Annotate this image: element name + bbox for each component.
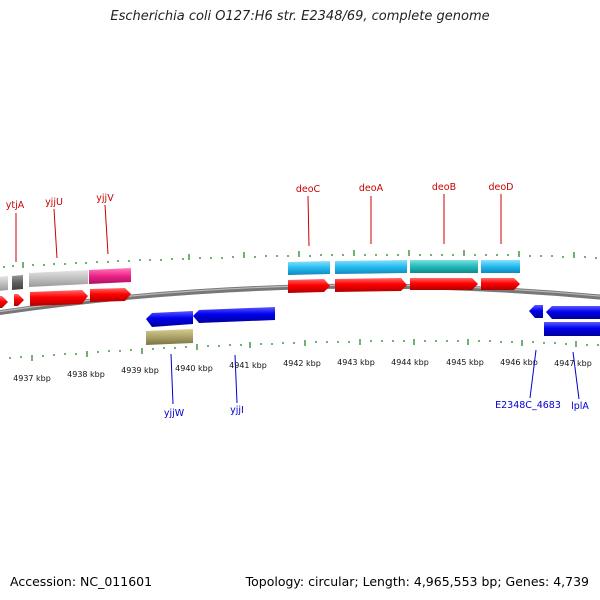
reverse-cds-track — [146, 305, 600, 345]
gene-label[interactable]: yjjV — [96, 193, 114, 204]
cds-arrow-forward[interactable] — [14, 294, 24, 306]
kbp-label: 4937 kbp — [13, 374, 51, 383]
gene-block[interactable] — [335, 260, 407, 274]
cds-arrow-reverse[interactable] — [546, 306, 600, 319]
cds-arrow-forward[interactable] — [481, 278, 520, 290]
genome-summary-text: Topology: circular; Length: 4,965,553 bp… — [245, 574, 589, 589]
gene-labels-bottom: yjjW yjjI E2348C_4683 lplA — [164, 400, 590, 419]
kbp-labels: 4937 kbp 4938 kbp 4939 kbp 4940 kbp 4941… — [13, 358, 592, 383]
cds-arrow-reverse[interactable] — [146, 311, 193, 327]
gene-label[interactable]: yjjU — [45, 197, 63, 208]
cds-arrow-forward[interactable] — [335, 278, 407, 292]
gene-block-reverse[interactable] — [544, 322, 600, 336]
gene-label[interactable]: yjjW — [164, 408, 185, 419]
kbp-label: 4939 kbp — [121, 366, 159, 375]
gene-block[interactable] — [0, 276, 8, 291]
cds-arrow-forward[interactable] — [288, 279, 330, 293]
gene-label[interactable]: ytjA — [6, 200, 25, 211]
gene-label[interactable]: E2348C_4683 — [495, 400, 561, 411]
top-tick-row — [3, 250, 597, 268]
gene-label[interactable]: deoC — [296, 184, 321, 195]
gene-block[interactable] — [12, 275, 23, 290]
gene-block[interactable] — [29, 270, 88, 287]
gene-label[interactable]: deoA — [359, 183, 384, 194]
gene-label[interactable]: yjjI — [230, 405, 244, 416]
kbp-label: 4944 kbp — [391, 358, 429, 367]
cds-arrow-forward[interactable] — [90, 288, 131, 302]
kbp-label: 4941 kbp — [229, 361, 267, 370]
kbp-label: 4946 kbp — [500, 358, 538, 367]
cds-arrow-reverse[interactable] — [529, 305, 543, 318]
kbp-label: 4947 kbp — [554, 359, 592, 368]
gene-block[interactable] — [481, 260, 520, 273]
bottom-tick-row — [9, 339, 599, 361]
upper-gene-track — [0, 260, 520, 291]
kbp-label: 4942 kbp — [283, 359, 321, 368]
accession-text: Accession: NC_011601 — [10, 574, 153, 589]
cds-arrow-forward[interactable] — [410, 278, 478, 290]
gene-label[interactable]: deoB — [432, 182, 456, 193]
kbp-label: 4940 kbp — [175, 364, 213, 373]
gene-block-olive[interactable] — [146, 329, 193, 345]
cds-arrow-reverse[interactable] — [193, 307, 275, 323]
map-title: Escherichia coli O127:H6 str. E2348/69, … — [110, 9, 490, 24]
cds-arrow-forward[interactable] — [30, 290, 88, 306]
gene-block[interactable] — [89, 268, 131, 284]
gene-label[interactable]: lplA — [571, 401, 589, 412]
gene-label[interactable]: deoD — [488, 182, 513, 193]
gene-block[interactable] — [288, 261, 330, 275]
kbp-label: 4945 kbp — [446, 358, 484, 367]
gene-block[interactable] — [410, 260, 478, 273]
kbp-label: 4943 kbp — [337, 358, 375, 367]
kbp-label: 4938 kbp — [67, 370, 105, 379]
gene-labels-top: ytjA yjjU yjjV deoC deoA deoB deoD — [6, 182, 514, 211]
cds-arrow-forward[interactable] — [0, 296, 8, 308]
gene-leader-lines — [15, 194, 580, 405]
forward-cds-track — [0, 278, 520, 308]
